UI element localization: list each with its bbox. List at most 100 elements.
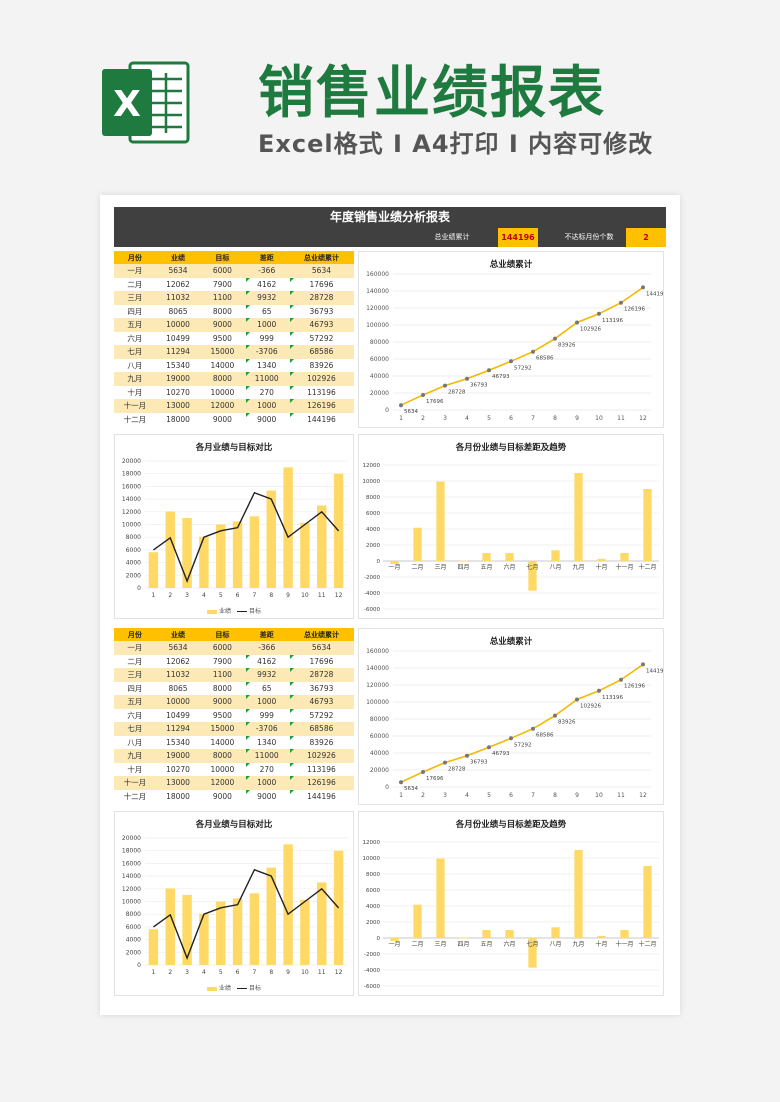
table-cell[interactable]: 9000 [244, 412, 289, 426]
table-cell[interactable]: 12062 [155, 277, 201, 291]
table-cell[interactable]: 6000 [200, 641, 245, 655]
table-cell[interactable]: 68586 [288, 722, 354, 736]
table-cell[interactable]: 270 [244, 385, 289, 399]
table-cell[interactable]: 十一月 [114, 776, 156, 790]
table-cell[interactable]: 十二月 [114, 412, 156, 426]
table-cell[interactable]: 1100 [200, 668, 245, 682]
table-cell[interactable]: 57292 [288, 331, 354, 345]
table-cell[interactable]: 9932 [244, 668, 289, 682]
table-cell[interactable]: 11294 [155, 722, 201, 736]
table-cell[interactable]: 19000 [155, 749, 201, 763]
table-cell[interactable]: 14000 [200, 358, 245, 372]
table-cell[interactable]: 8000 [200, 372, 245, 386]
table-cell[interactable]: 1000 [244, 318, 289, 332]
table-cell[interactable]: 一月 [114, 264, 156, 278]
table-cell[interactable]: 六月 [114, 708, 156, 722]
table-cell[interactable]: 10000 [155, 695, 201, 709]
table-cell[interactable]: 5634 [155, 264, 201, 278]
table-cell[interactable]: 113196 [288, 762, 354, 776]
table-cell[interactable]: 144196 [288, 789, 354, 803]
table-cell[interactable]: 999 [244, 708, 289, 722]
table-cell[interactable]: -366 [244, 641, 289, 655]
table-cell[interactable]: 十月 [114, 762, 156, 776]
table-cell[interactable]: -366 [244, 264, 289, 278]
table-cell[interactable]: 三月 [114, 668, 156, 682]
table-cell[interactable]: 17696 [288, 654, 354, 668]
table-cell[interactable]: 二月 [114, 277, 156, 291]
table-cell[interactable]: 9500 [200, 708, 245, 722]
table-cell[interactable]: 19000 [155, 372, 201, 386]
table-cell[interactable]: 四月 [114, 681, 156, 695]
table-cell[interactable]: 二月 [114, 654, 156, 668]
table-cell[interactable]: 1100 [200, 291, 245, 305]
table-cell[interactable]: 14000 [200, 735, 245, 749]
table-cell[interactable]: 8065 [155, 681, 201, 695]
table-cell[interactable]: 17696 [288, 277, 354, 291]
table-cell[interactable]: 11032 [155, 291, 201, 305]
table-cell[interactable]: 10270 [155, 385, 201, 399]
table-cell[interactable]: 八月 [114, 358, 156, 372]
table-cell[interactable]: 12062 [155, 654, 201, 668]
table-cell[interactable]: 8000 [200, 749, 245, 763]
table-cell[interactable]: 6000 [200, 264, 245, 278]
table-cell[interactable]: 18000 [155, 789, 201, 803]
table-cell[interactable]: 46793 [288, 695, 354, 709]
table-cell[interactable]: 65 [244, 304, 289, 318]
table-cell[interactable]: 七月 [114, 345, 156, 359]
table-cell[interactable]: 57292 [288, 708, 354, 722]
table-cell[interactable]: 1000 [244, 776, 289, 790]
miss-value[interactable]: 2 [626, 228, 666, 247]
table-cell[interactable]: 15000 [200, 345, 245, 359]
table-cell[interactable]: 5634 [155, 641, 201, 655]
table-cell[interactable]: 一月 [114, 641, 156, 655]
table-cell[interactable]: 102926 [288, 372, 354, 386]
table-cell[interactable]: 三月 [114, 291, 156, 305]
table-cell[interactable]: 11000 [244, 749, 289, 763]
table-cell[interactable]: 999 [244, 331, 289, 345]
table-cell[interactable]: 10499 [155, 708, 201, 722]
table-cell[interactable]: 10270 [155, 762, 201, 776]
table-cell[interactable]: 1340 [244, 358, 289, 372]
table-cell[interactable]: 18000 [155, 412, 201, 426]
table-cell[interactable]: 九月 [114, 372, 156, 386]
table-cell[interactable]: 65 [244, 681, 289, 695]
table-cell[interactable]: 144196 [288, 412, 354, 426]
table-cell[interactable]: 四月 [114, 304, 156, 318]
table-cell[interactable]: 9500 [200, 331, 245, 345]
table-cell[interactable]: 13000 [155, 399, 201, 413]
table-cell[interactable]: 九月 [114, 749, 156, 763]
table-cell[interactable]: 12000 [200, 776, 245, 790]
table-cell[interactable]: 113196 [288, 385, 354, 399]
table-cell[interactable]: 11000 [244, 372, 289, 386]
table-cell[interactable]: 1000 [244, 695, 289, 709]
table-cell[interactable]: 10000 [200, 385, 245, 399]
table-cell[interactable]: 8000 [200, 681, 245, 695]
table-cell[interactable]: 10499 [155, 331, 201, 345]
table-cell[interactable]: 28728 [288, 291, 354, 305]
table-cell[interactable]: 5634 [288, 641, 354, 655]
table-cell[interactable]: 8065 [155, 304, 201, 318]
table-cell[interactable]: 83926 [288, 358, 354, 372]
table-cell[interactable]: 126196 [288, 776, 354, 790]
table-cell[interactable]: 11032 [155, 668, 201, 682]
table-cell[interactable]: 7900 [200, 277, 245, 291]
table-cell[interactable]: 4162 [244, 654, 289, 668]
table-cell[interactable]: 10000 [200, 762, 245, 776]
table-cell[interactable]: 5634 [288, 264, 354, 278]
table-cell[interactable]: 126196 [288, 399, 354, 413]
table-cell[interactable]: 36793 [288, 304, 354, 318]
table-cell[interactable]: 102926 [288, 749, 354, 763]
table-cell[interactable]: 1340 [244, 735, 289, 749]
table-cell[interactable]: -3706 [244, 722, 289, 736]
total-value[interactable]: 144196 [498, 228, 538, 247]
table-cell[interactable]: 9932 [244, 291, 289, 305]
table-cell[interactable]: 9000 [200, 318, 245, 332]
table-cell[interactable]: 八月 [114, 735, 156, 749]
table-cell[interactable]: 10000 [155, 318, 201, 332]
table-cell[interactable]: 46793 [288, 318, 354, 332]
table-cell[interactable]: 15000 [200, 722, 245, 736]
table-cell[interactable]: 4162 [244, 277, 289, 291]
table-cell[interactable]: -3706 [244, 345, 289, 359]
table-cell[interactable]: 五月 [114, 695, 156, 709]
table-cell[interactable]: 十月 [114, 385, 156, 399]
